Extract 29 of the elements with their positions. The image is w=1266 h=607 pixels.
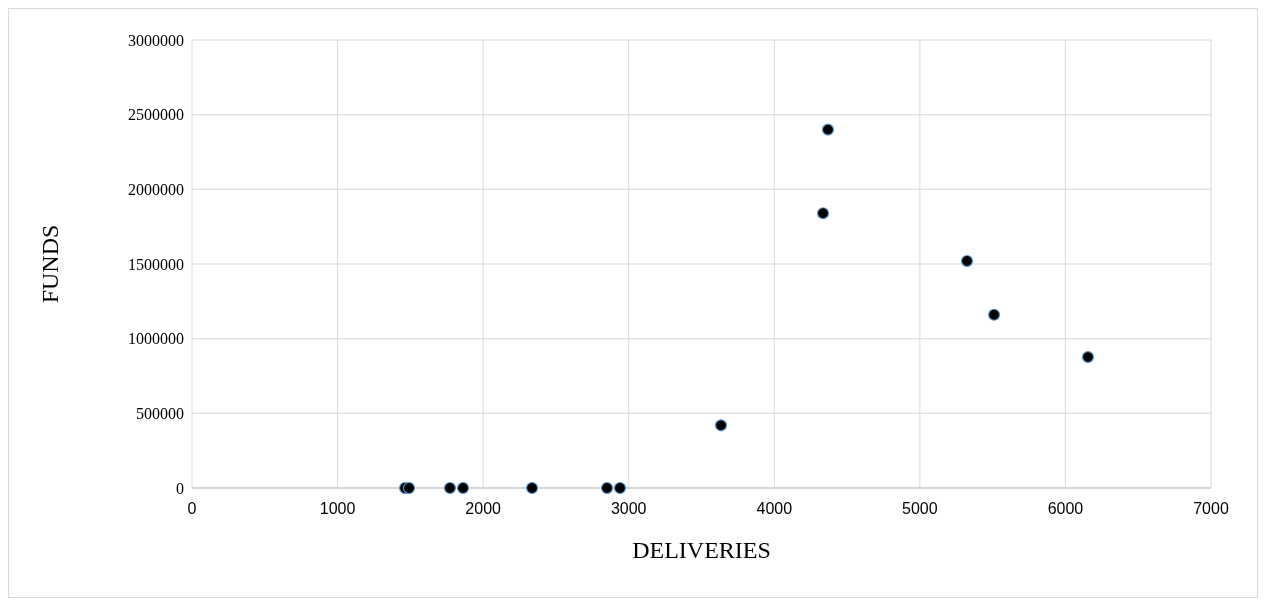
point [1081, 350, 1095, 364]
x-tick-label: 4000 [756, 500, 793, 517]
point [443, 481, 457, 495]
point [402, 481, 416, 495]
point [456, 481, 470, 495]
x-tick-label: 7000 [1193, 500, 1229, 517]
point [821, 123, 835, 136]
point [525, 481, 539, 495]
y-axis-title: FUNDS [37, 224, 63, 304]
point [816, 207, 830, 220]
x-tick-label: 1000 [319, 500, 356, 517]
point [600, 481, 614, 495]
x-axis-title: DELIVERIES [632, 537, 771, 563]
point [988, 308, 1001, 321]
y-tick-label: 2000000 [128, 180, 184, 198]
y-tick-label: 2500000 [128, 106, 184, 124]
x-tick-label: 3000 [610, 500, 647, 517]
x-tick-label: 6000 [1047, 500, 1084, 517]
point [613, 481, 627, 495]
y-tick-label: 3000000 [128, 31, 184, 49]
x-tick-label: 2000 [465, 500, 502, 517]
y-tick-label: 1500000 [128, 255, 184, 273]
point [714, 419, 728, 432]
y-tick-label: 1000000 [128, 330, 184, 348]
x-tick-label: 5000 [902, 500, 938, 517]
point [960, 254, 974, 268]
y-tick-label: 500000 [136, 404, 184, 422]
x-tick-label: 0 [187, 500, 197, 517]
y-tick-label: 0 [176, 479, 184, 497]
